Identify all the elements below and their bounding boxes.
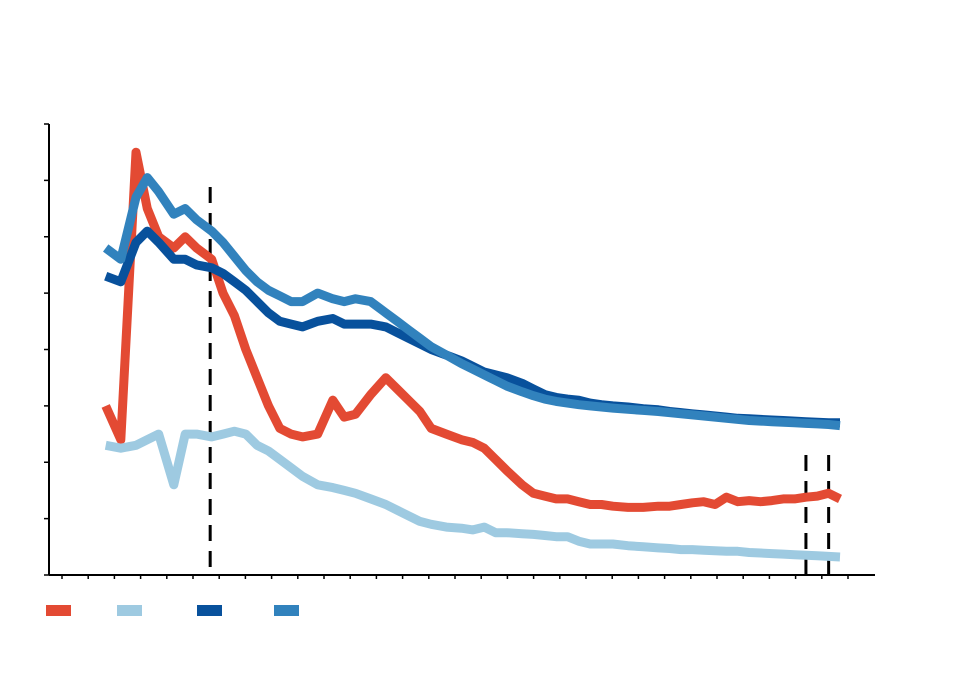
series-line-4 <box>103 173 841 431</box>
series-line-1 <box>101 147 842 512</box>
legend <box>46 605 299 616</box>
series-group <box>101 147 842 562</box>
legend-swatch-3 <box>197 605 222 616</box>
axes <box>44 123 875 579</box>
series-line-2 <box>104 426 841 562</box>
legend-swatch-2 <box>117 605 142 616</box>
vertical-markers <box>208 187 831 575</box>
legend-swatch-4 <box>274 605 299 616</box>
legend-swatch-1 <box>46 605 71 616</box>
